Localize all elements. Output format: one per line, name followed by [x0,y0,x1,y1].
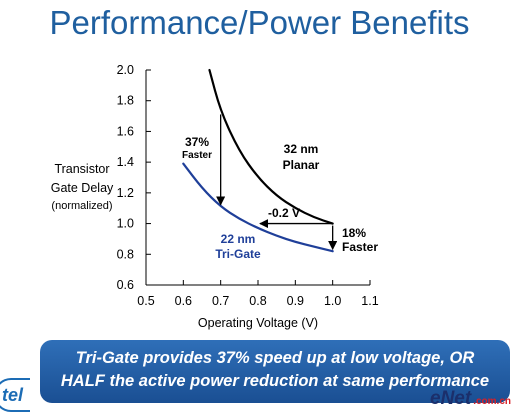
watermark-main: eNet [430,388,472,409]
y-tick-label: 1.2 [117,186,134,200]
series-label-trigate-line-2: Tri-Gate [215,247,261,261]
annotation-37-faster: Faster [182,150,212,161]
x-tick-label: 0.8 [249,294,266,308]
series-line-32nm-planar [208,68,334,225]
y-tick-label: 0.6 [117,278,134,292]
y-axis-label: Transistor Gate Delay (normalized) [22,160,142,214]
y-tick-label: 1.8 [117,94,134,108]
y-axis-label-line-1: Transistor [54,162,110,176]
series-label-trigate-line-1: 22 nm [221,232,256,246]
y-tick-label: 1.4 [117,155,134,169]
annotation-minus-0.2v: -0.2 V [268,206,300,220]
annotation-18-faster: Faster [342,240,378,254]
series-label-planar-line-2: Planar [283,158,320,172]
banner-line-2: HALF the active power reduction at same … [60,372,490,390]
y-tick-label: 2.0 [117,63,134,77]
y-tick-label: 0.8 [117,247,134,261]
x-tick-label: 0.6 [175,294,192,308]
series-line-22nm-trigate [182,162,334,253]
intel-logo: tel [0,378,30,412]
summary-banner: Tri-Gate provides 37% speed up at low vo… [40,340,510,403]
banner-line-1: Tri-Gate provides 37% speed up at low vo… [75,349,475,367]
annotation-18-percent: 18% [342,226,366,240]
watermark: eNet .com.cn [430,388,511,410]
x-axis-label: Operating Voltage (V) [198,316,318,330]
x-tick-label: 0.9 [287,294,304,308]
x-tick-label: 1.1 [361,294,378,308]
x-tick-label: 0.7 [212,294,229,308]
watermark-domain: .com.cn [473,396,511,407]
slide-title: Performance/Power Benefits [49,4,470,41]
y-tick-label: 1.0 [117,217,134,231]
annotation-37-percent: 37% [185,135,209,149]
y-tick-label: 1.6 [117,124,134,138]
y-axis-label-line-2: Gate Delay [50,181,114,195]
y-axis-label-line-3: (normalized) [51,200,113,212]
series-label-planar-line-1: 32 nm [284,142,319,156]
x-tick-label: 0.5 [137,294,154,308]
x-tick-label: 1.0 [324,294,341,308]
